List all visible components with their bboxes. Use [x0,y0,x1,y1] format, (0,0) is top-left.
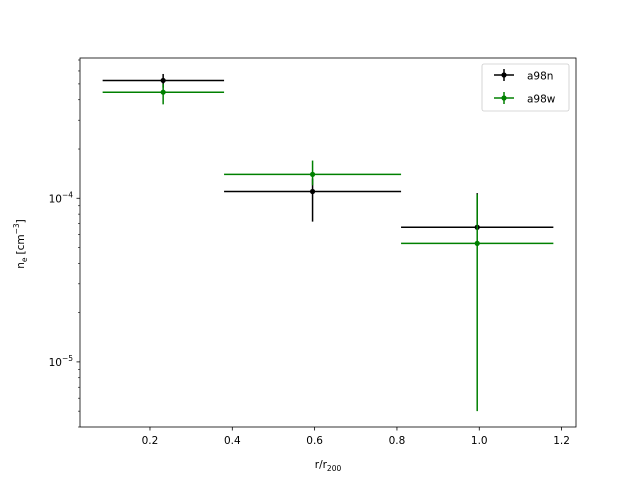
x-tick-label: 0.6 [306,435,323,447]
legend-entry: a98w [494,92,556,106]
legend-entry: a98n [494,69,553,83]
data-point [160,77,166,84]
plot-area [102,73,554,412]
y-axis-label-unit-close: ] [15,219,27,223]
x-tick-label: 1.0 [471,435,488,447]
x-axis-label-main: r/r [315,459,328,471]
x-axis-label: r/r200 [315,459,342,473]
series-a98w [102,83,554,412]
data-point [309,188,316,195]
x-axis: 0.2 0.4 0.6 0.8 1.0 1.2 [142,427,570,447]
x-tick-label: 0.2 [142,435,159,447]
legend: a98n a98w [481,63,570,112]
x-axis-label-subscript: 200 [327,464,342,473]
x-tick-label: 1.2 [553,435,570,447]
legend-label: a98w [527,94,556,106]
data-point [474,240,480,246]
legend-label: a98n [527,71,553,83]
axes-frame [79,57,577,428]
x-tick-label: 0.4 [224,435,241,447]
legend-frame [481,63,570,112]
data-point [160,89,166,95]
y-axis-label-main: n [15,262,27,269]
legend-marker-dot [501,95,507,101]
y-axis-label: ne [cm−3] [12,219,29,269]
x-tick-label: 0.8 [389,435,406,447]
y-tick-label: 10−4 [49,190,74,205]
legend-marker-dot [501,72,507,78]
y-axis: 10−5 10−4 [49,59,80,428]
data-point [309,171,316,177]
y-tick-label: 10−5 [49,354,74,369]
y-axis-label-unit-exponent: −3 [12,223,21,234]
y-axis-label-unit: [cm [15,234,27,254]
y-axis-label-subscript: e [20,257,29,262]
